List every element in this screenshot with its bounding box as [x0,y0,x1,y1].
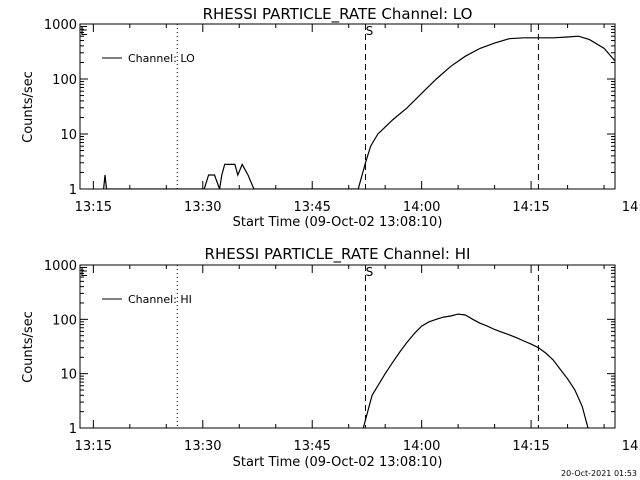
chart-title: RHESSI PARTICLE_RATE Channel: HI [205,245,471,264]
x-tick-label: 14:15 [512,200,549,215]
y-tick-label: 10 [60,368,77,383]
x-tick-label: 14:00 [403,439,440,454]
chart-panel-1: RHESSI PARTICLE_RATE Channel: HI 1 10 100 10… [21,245,640,470]
x-tick-label: 13:15 [75,439,112,454]
y-tick-label: 1000 [44,259,77,274]
legend-label: Channel: LO [128,52,195,65]
left-edge-marker: E [80,24,88,38]
x-tick-label: 14:15 [512,439,549,454]
x-tick-label: 14:00 [403,200,440,215]
y-tick-label: 10 [60,128,77,143]
start-marker-label: S [366,265,374,279]
x-tick-label: 13:15 [75,200,112,215]
x-tick-label: 13:45 [293,439,330,454]
x-axis-label: Start Time (09-Oct-02 13:08:10) [233,455,443,470]
y-tick-label: 100 [52,73,77,88]
series-line [103,35,615,189]
series-line [362,313,589,428]
left-edge-marker: E [80,265,88,279]
footer-timestamp: 20-Oct-2021 01:53 [561,469,637,478]
x-tick-label: 13:45 [293,200,330,215]
y-tick-label: 1 [69,183,77,198]
chart-title: RHESSI PARTICLE_RATE Channel: LO [203,5,473,24]
y-axis-label: Counts/sec [21,71,36,143]
x-axis-label: Start Time (09-Oct-02 13:08:10) [233,215,443,230]
start-marker-label: S [366,24,374,38]
x-tick-label: 13:30 [184,200,221,215]
y-tick-label: 1 [69,422,77,437]
plot-frame [79,23,616,190]
plot-frame [79,264,616,429]
y-tick-label: 1000 [44,18,77,33]
x-tick-label: 14:30 [622,200,640,215]
legend-label: Channel: HI [128,293,192,306]
x-tick-label: 14:30 [622,439,640,454]
y-tick-label: 100 [52,313,77,328]
x-tick-label: 13:30 [184,439,221,454]
chart-panel-0: RHESSI PARTICLE_RATE Channel: LO 1 10 100 10… [21,5,640,230]
y-axis-label: Counts/sec [21,311,36,383]
